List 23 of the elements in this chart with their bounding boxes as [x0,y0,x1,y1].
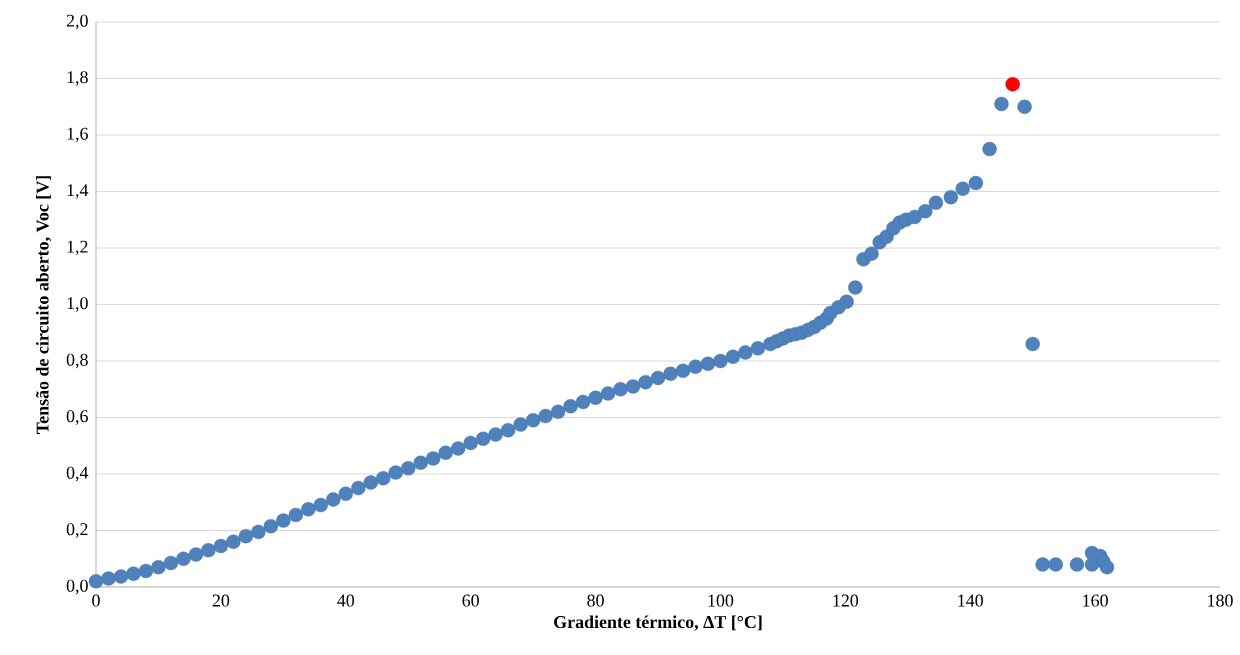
y-axis-title: Tensão de circuito aberto, Voc [V] [35,176,52,434]
x-tick-label: 20 [212,594,230,607]
x-tick-label: 100 [708,594,734,607]
y-tick-label: 1,8 [67,71,88,86]
x-tick-label: 60 [462,594,479,607]
x-tick-label: 140 [958,594,983,607]
y-tick-label: 0,0 [66,579,88,595]
y-tick-label: 0,6 [66,410,88,425]
x-tick-label: 0 [92,594,100,607]
y-tick-label: 2,0 [66,14,88,30]
x-tick-label: 80 [587,594,604,607]
x-tick-label: 160 [1083,594,1108,607]
y-tick-label: 1,0 [67,297,88,312]
y-tick-label: 0,2 [66,523,88,538]
x-tick-label: 120 [833,594,859,607]
x-tick-label: 40 [337,594,355,607]
x-tick-label: 180 [1208,594,1233,607]
y-tick-label: 0,4 [66,466,89,482]
y-tick-label: 0,8 [66,353,88,369]
y-tick-label: 1,4 [67,184,89,199]
y-tick-label: 1,6 [67,127,88,143]
y-tick-label: 1,2 [67,240,88,256]
x-axis-title: Gradiente térmico, ΔT [°C] [554,615,762,631]
